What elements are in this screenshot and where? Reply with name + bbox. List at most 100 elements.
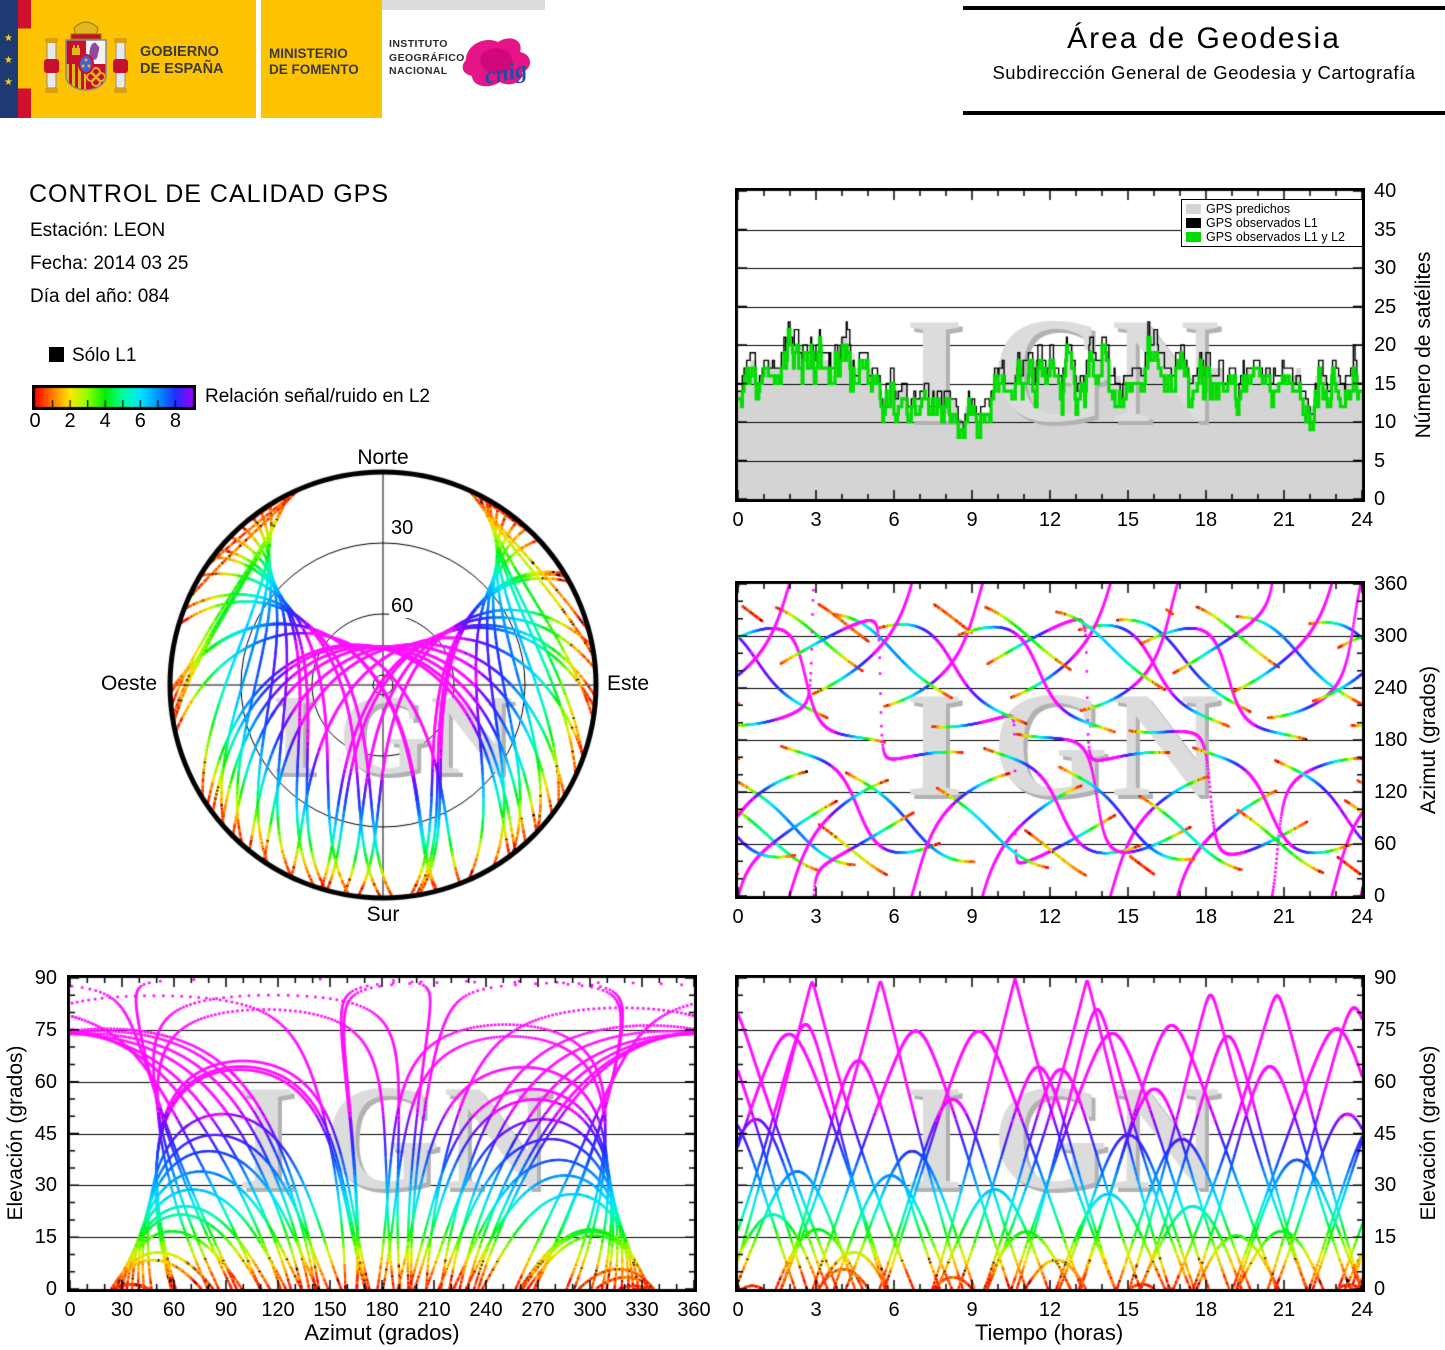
x-tick-label: 15: [1116, 509, 1140, 531]
y-tick-label: 0: [45, 1278, 57, 1300]
observed-l1-swatch: [1186, 218, 1201, 228]
y-tick-label: 40: [1374, 180, 1397, 202]
x-tick-label: 12: [1038, 509, 1062, 531]
page-title: CONTROL DE CALIDAD GPS: [29, 180, 390, 208]
y-tick-label: 20: [1374, 334, 1397, 356]
x-tick-label: 240: [469, 1299, 503, 1321]
y-tick-label: 15: [1374, 372, 1397, 395]
x-tick-label: 18: [1194, 509, 1218, 531]
y-tick-label: 60: [34, 1070, 57, 1093]
snr-tick-label: 2: [64, 410, 76, 432]
y-tick-label: 300: [1374, 625, 1408, 647]
skyplot-east-label: Este: [607, 672, 650, 695]
y-tick-label: 0: [1374, 1278, 1386, 1300]
x-tick-label: 6: [888, 1299, 900, 1321]
x-tick-label: 3: [810, 906, 822, 928]
solo-l1-swatch: [49, 347, 64, 362]
x-tick-label: 330: [625, 1299, 659, 1321]
skyplot-south-label: Sur: [366, 903, 400, 926]
x-tick-label: 9: [966, 906, 978, 928]
doy-line: Día del año: 084: [30, 286, 170, 307]
y-tick-label: 120: [1374, 781, 1408, 803]
gobierno-label: GOBIERNO DE ESPAÑA: [140, 44, 224, 77]
x-tick-label: 6: [888, 509, 900, 531]
x-tick-label: 18: [1194, 1299, 1218, 1321]
station-line: Estación: LEON: [30, 220, 166, 241]
elevation-azimuth-xlabel: Azimut (grados): [304, 1320, 460, 1345]
legend-row-observed-l1: GPS observados L1: [1186, 216, 1362, 230]
elevation-azimuth-chart: [67, 975, 697, 1292]
legend-row-predicted: GPS predichos: [1186, 202, 1362, 216]
x-tick-label: 270: [521, 1299, 555, 1321]
y-tick-label: 360: [1374, 573, 1408, 595]
x-tick-label: 12: [1038, 1299, 1062, 1321]
spain-flag-strip: [18, 0, 31, 118]
y-tick-label: 90: [34, 967, 57, 989]
x-tick-label: 24: [1350, 1299, 1374, 1321]
x-tick-label: 9: [966, 1299, 978, 1321]
x-tick-label: 30: [110, 1299, 134, 1321]
x-tick-label: 0: [732, 906, 744, 928]
x-tick-label: 21: [1272, 1299, 1296, 1321]
gobierno-logo-block: ★ ★ ★: [0, 0, 256, 118]
x-tick-label: 15: [1116, 1299, 1140, 1321]
ign-label: INSTITUTO GEOGRÁFICO NACIONAL: [389, 38, 465, 77]
azimuth-time-chart: [735, 581, 1365, 899]
header-gray-strip: [382, 0, 545, 10]
eu-star-icon: ★: [4, 55, 13, 66]
area-subtitle: Subdirección General de Geodesia y Carto…: [992, 62, 1416, 83]
skyplot-chart: [159, 461, 607, 909]
x-tick-label: 15: [1116, 906, 1140, 928]
x-tick-label: 21: [1272, 906, 1296, 928]
y-tick-label: 30: [1374, 1174, 1397, 1197]
eu-star-icon: ★: [4, 77, 13, 88]
x-tick-label: 150: [313, 1299, 347, 1321]
x-tick-label: 360: [677, 1299, 711, 1321]
x-tick-label: 180: [365, 1299, 399, 1321]
cnig-logo: cnig: [462, 38, 531, 90]
skyplot-west-label: Oeste: [100, 672, 157, 695]
spain-coat-of-arms: [44, 21, 128, 93]
x-tick-label: 60: [162, 1299, 186, 1321]
y-tick-label: 10: [1374, 411, 1397, 433]
x-tick-label: 6: [888, 906, 900, 928]
x-tick-label: 120: [261, 1299, 295, 1321]
area-title: Área de Geodesia: [1067, 22, 1341, 55]
x-tick-label: 24: [1350, 509, 1374, 531]
y-tick-label: 5: [1374, 449, 1386, 472]
header-bottom-rule: [963, 111, 1445, 115]
count-chart-legend: GPS predichos GPS observados L1 GPS obse…: [1181, 199, 1363, 247]
x-tick-label: 18: [1194, 906, 1218, 928]
observed-l1l2-swatch: [1186, 232, 1201, 242]
x-tick-label: 12: [1038, 906, 1062, 928]
y-tick-label: 15: [34, 1226, 57, 1249]
date-line: Fecha: 2014 03 25: [30, 253, 189, 274]
x-tick-label: 3: [810, 509, 822, 531]
x-tick-label: 0: [732, 509, 744, 531]
skyplot-north-label: Norte: [357, 446, 409, 469]
snr-tick-label: 0: [29, 410, 41, 432]
y-tick-label: 30: [1374, 257, 1397, 279]
y-tick-label: 75: [1374, 1018, 1397, 1041]
elevation-time-xlabel: Tiempo (horas): [974, 1320, 1124, 1345]
legend-row-observed-l1l2: GPS observados L1 y L2: [1186, 230, 1362, 244]
y-tick-label: 45: [34, 1122, 57, 1145]
y-tick-label: 0: [1374, 488, 1386, 510]
x-tick-label: 90: [214, 1299, 238, 1321]
y-tick-label: 90: [1374, 967, 1397, 989]
skyplot-ring-60-label: 60: [389, 595, 416, 618]
x-tick-label: 21: [1272, 509, 1296, 531]
ign-logo-block: INSTITUTO GEOGRÁFICO NACIONAL cnig: [382, 0, 545, 118]
y-tick-label: 75: [34, 1018, 57, 1041]
snr-colorbar-label: Relación señal/ruido en L2: [205, 386, 430, 407]
header-top-rule: [963, 6, 1445, 10]
ministerio-logo-block: MINISTERIO DE FOMENTO: [261, 0, 382, 118]
y-tick-label: 180: [1374, 729, 1408, 751]
y-tick-label: 0: [1374, 885, 1386, 907]
snr-colorbar: [32, 385, 196, 410]
y-tick-label: 15: [1374, 1226, 1397, 1249]
ministerio-label: MINISTERIO DE FOMENTO: [269, 46, 359, 77]
skyplot-ring-30-label: 30: [389, 517, 416, 540]
snr-tick-label: 8: [169, 410, 181, 432]
